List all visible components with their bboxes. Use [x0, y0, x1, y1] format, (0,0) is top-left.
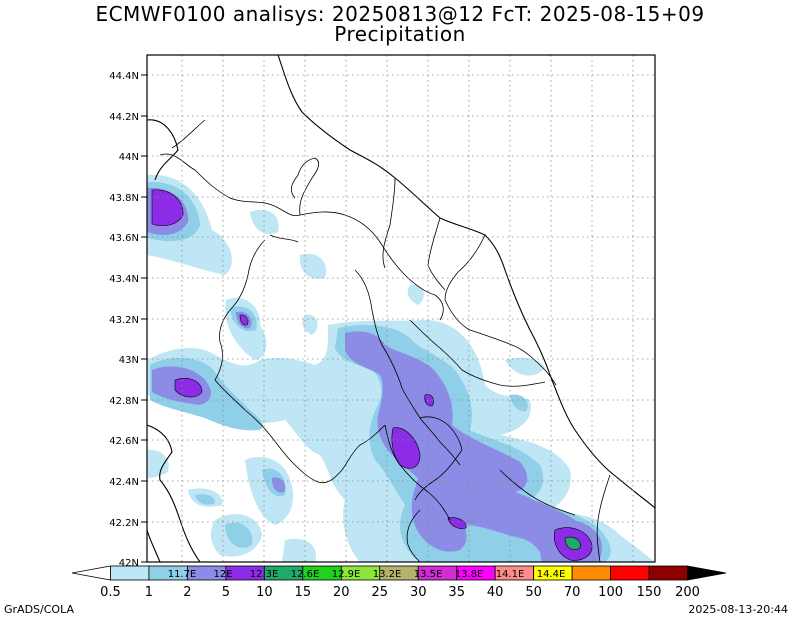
lon-label: 13.2E — [373, 569, 402, 580]
lon-label: 12.9E — [332, 569, 361, 580]
lon-label: 12.3E — [250, 569, 279, 580]
colorbar-level-label: 2 — [183, 585, 191, 600]
colorbar-level-label: 50 — [525, 585, 542, 600]
precipitation-fields — [147, 55, 655, 562]
lat-label: 43.2N — [109, 315, 139, 326]
map-subtitle: Precipitation — [334, 22, 466, 46]
lat-label: 44.2N — [109, 112, 139, 123]
colorbar-level-label: 100 — [598, 585, 623, 600]
colorbar-max-arrow — [687, 565, 727, 581]
colorbar-level-label: 200 — [675, 585, 700, 600]
colorbar-level-label: 15 — [295, 585, 312, 600]
timestamp-label: 2025-08-13-20:44 — [688, 603, 788, 616]
lon-label: 12.6E — [291, 569, 320, 580]
colorbar-level-label: 0.5 — [100, 585, 121, 600]
colorbar-cell — [648, 565, 688, 581]
lat-label: 44.4N — [109, 71, 139, 82]
lat-label: 43N — [119, 355, 139, 366]
lat-label: 42N — [119, 558, 139, 569]
lat-label: 42.6N — [109, 436, 139, 447]
map-title: ECMWF0100 analisys: 20250813@12 FcT: 202… — [95, 2, 705, 26]
lat-label: 43.6N — [109, 233, 139, 244]
lat-label: 43.8N — [109, 193, 139, 204]
lon-label: 13.8E — [455, 569, 484, 580]
colorbar-labels: 0.5 1 2 5 10 15 20 25 30 35 40 50 70 100 150 200 — [100, 585, 700, 600]
map-frame — [146, 54, 656, 563]
colorbar-level-label: 25 — [371, 585, 388, 600]
colorbar-level-label: 30 — [410, 585, 427, 600]
colorbar-min-arrow — [71, 565, 111, 581]
lon-label: 11.7E — [168, 569, 197, 580]
lon-label: 13.5E — [414, 569, 443, 580]
colorbar-level-label: 1 — [145, 585, 153, 600]
colorbar-level-label: 35 — [448, 585, 465, 600]
colorbar-cell — [110, 565, 150, 581]
credit-label: GrADS/COLA — [4, 603, 74, 616]
colorbar-cell — [610, 565, 650, 581]
colorbar-level-label: 5 — [222, 585, 230, 600]
lon-label: 14.4E — [537, 569, 566, 580]
lon-label: 14.1E — [496, 569, 525, 580]
colorbar-level-label: 20 — [333, 585, 350, 600]
colorbar-cells — [71, 565, 727, 581]
lat-ticks — [141, 74, 147, 563]
precipitation-map: 44.4N 44.2N 44N 43.8N 43.6N 43.4N 43.2N … — [109, 54, 656, 569]
lon-label: 12E — [213, 569, 232, 580]
colorbar-level-label: 150 — [637, 585, 662, 600]
lon-labels: 11.7E 12E 12.3E 12.6E 12.9E 13.2E 13.5E … — [168, 569, 566, 580]
colorbar-level-label: 10 — [256, 585, 273, 600]
lat-label: 42.4N — [109, 477, 139, 488]
lat-label: 43.4N — [109, 274, 139, 285]
colorbar-level-label: 70 — [564, 585, 581, 600]
colorbar-cell — [571, 565, 611, 581]
lat-label: 44N — [119, 152, 139, 163]
lat-label: 42.8N — [109, 396, 139, 407]
lat-label: 42.2N — [109, 518, 139, 529]
colorbar-level-label: 40 — [487, 585, 504, 600]
